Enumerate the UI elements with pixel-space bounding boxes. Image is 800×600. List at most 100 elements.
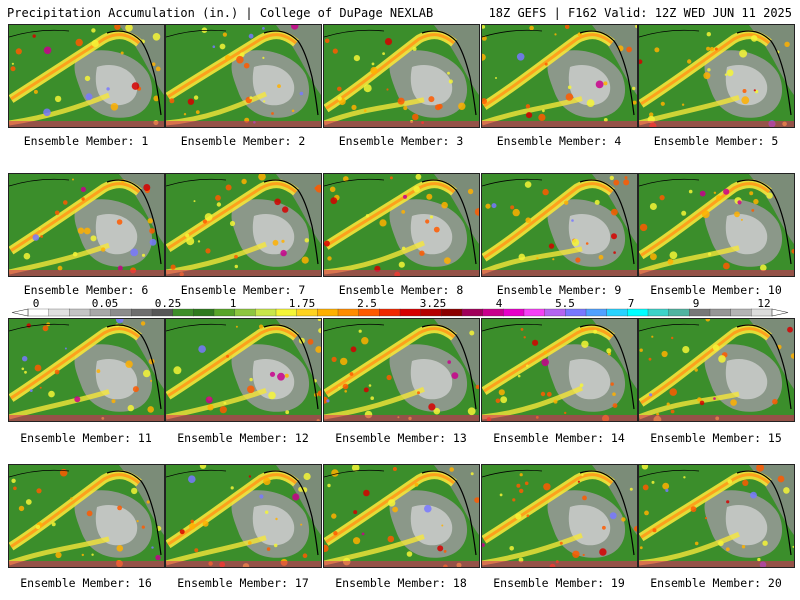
colorbar-tick-label: 7: [627, 297, 635, 310]
colorbar-swatch: [482, 308, 504, 317]
precip-cell: [358, 329, 362, 333]
precip-cell: [324, 544, 329, 552]
precip-band-core: [167, 473, 297, 546]
precip-cell: [43, 46, 52, 55]
precip-cell: [117, 505, 122, 511]
precip-cell: [326, 399, 330, 403]
precip-cell: [437, 545, 444, 552]
ensemble-member-label: Ensemble Member: 12: [177, 431, 309, 445]
precip-cell: [510, 205, 515, 210]
precip-cell: [81, 553, 85, 557]
precip-cell: [273, 543, 278, 548]
precip-band: [166, 241, 267, 275]
precip-cell: [219, 43, 226, 50]
precip-cell: [223, 401, 227, 405]
precip-cell: [516, 53, 525, 61]
precip-cell: [342, 383, 349, 390]
precip-cell: [412, 46, 417, 51]
precip-cell: [564, 200, 569, 205]
colorbar-swatch: [709, 308, 732, 317]
precip-cell: [185, 233, 190, 238]
precip-cell: [659, 195, 665, 201]
precip-cell: [649, 393, 653, 397]
coastline: [736, 470, 792, 556]
tropical-precip: [639, 561, 794, 567]
coastline: [736, 324, 792, 410]
precip-cell: [703, 72, 711, 80]
precip-cell: [417, 391, 420, 395]
precip-cell: [197, 240, 201, 243]
precip-cell: [426, 193, 433, 200]
precip-cell: [669, 388, 677, 396]
precip-cell: [621, 517, 626, 522]
precip-cell: [205, 396, 213, 404]
tropical-precip: [166, 415, 321, 421]
precip-cell: [470, 472, 474, 476]
precip-cell: [525, 104, 531, 109]
precip-cell: [424, 504, 432, 513]
ensemble-member-label: Ensemble Member: 4: [496, 134, 622, 148]
precip-cell: [613, 251, 616, 254]
precip-cell: [84, 75, 91, 82]
precip-cell: [509, 546, 514, 551]
precip-cell: [38, 228, 41, 230]
precip-map: [482, 25, 637, 127]
precip-cell: [304, 238, 309, 243]
tropical-precip: [324, 415, 479, 421]
precip-cell: [403, 194, 407, 199]
colorbar-swatch: [89, 308, 112, 317]
colorbar-tick-label: 0.05: [91, 297, 119, 310]
precip-cell: [23, 252, 31, 260]
precip-cell: [361, 532, 365, 536]
precip-cell: [727, 479, 733, 484]
precip-cell: [384, 38, 393, 46]
ensemble-member-label: Ensemble Member: 7: [180, 283, 306, 297]
precip-cell: [443, 550, 447, 553]
precip-cell: [179, 529, 185, 535]
precip-map: [639, 174, 794, 276]
precip-cell: [525, 217, 531, 223]
precip-cell: [327, 256, 332, 261]
precip-cell: [582, 495, 587, 501]
precip-cell: [623, 179, 630, 186]
colorbar-swatch: [234, 308, 256, 317]
colorbar-swatch: [213, 308, 236, 317]
land-region: [119, 25, 164, 95]
coastline: [482, 469, 543, 478]
precip-cell: [371, 62, 375, 66]
precip-band: [324, 534, 425, 566]
precip-map: [324, 319, 479, 421]
colorbar-swatch: [296, 308, 318, 317]
ensemble-member-label: Ensemble Member: 19: [493, 576, 625, 590]
land-region: [119, 319, 164, 389]
precip-cell: [667, 258, 674, 265]
precip-cell: [401, 210, 406, 214]
tropical-precip: [9, 270, 164, 276]
ensemble-member-label: Ensemble Member: 10: [650, 283, 782, 297]
precip-cell: [567, 85, 572, 90]
precip-cell: [219, 406, 227, 414]
precip-cell: [704, 517, 708, 520]
precip-cell: [131, 487, 138, 495]
precip-cell: [669, 251, 678, 260]
land-region: [276, 174, 321, 244]
precip-cell: [32, 234, 40, 241]
precip-cell: [713, 397, 716, 400]
coastline: [106, 30, 162, 116]
dry-region-core: [252, 505, 295, 546]
coastline: [166, 29, 227, 38]
coastline: [482, 29, 543, 38]
precip-band-core: [325, 33, 455, 110]
ensemble-member-label: Ensemble Member: 8: [338, 283, 464, 297]
coastline: [736, 30, 792, 116]
land-region: [434, 465, 479, 535]
precip-cell: [467, 407, 476, 416]
precip-cell: [641, 465, 649, 470]
colorbar-swatch: [565, 308, 587, 317]
land-region: [434, 25, 479, 95]
precip-cell: [681, 103, 685, 106]
ensemble-member-label: Ensemble Member: 17: [177, 576, 309, 590]
precip-cell: [370, 396, 374, 400]
precip-cell: [263, 100, 266, 103]
ensemble-map-panel: [165, 464, 322, 568]
